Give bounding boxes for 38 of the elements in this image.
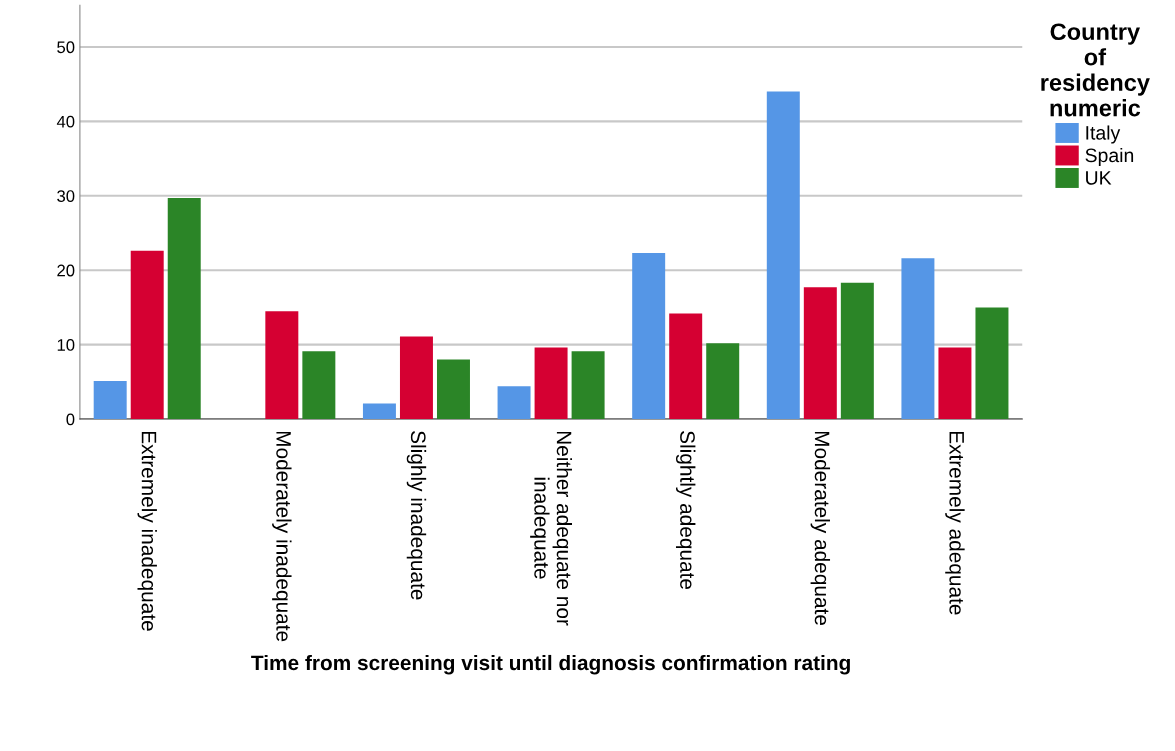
bar [803,287,837,420]
bar [975,307,1009,420]
bar [399,336,433,420]
legend-label: Spain [1085,147,1134,167]
y-tick-label: 30 [57,190,75,202]
bar [706,343,740,420]
x-tick-label: Moderately adequate [810,431,831,625]
bar [901,258,935,420]
y-tick-label: 20 [57,264,75,277]
bar [669,313,703,420]
x-tick-label: Neither adequate nor inadequate [530,431,573,626]
x-tick-label: Slightly adequate [675,431,696,590]
bar [766,91,800,420]
x-tick-label: Extremely inadequate [137,431,157,631]
x-tick-label: Slighly inadequate [406,431,427,600]
x-tick-label: Moderately inadequate [272,431,292,642]
bar [362,403,396,420]
bar [93,381,127,420]
y-tick-label: 0 [66,413,75,426]
bar [571,351,605,420]
x-axis-title: Time from screening visit until diagnosis confirmation rating [251,654,850,675]
bar [840,282,874,420]
y-tick-label: 40 [56,115,75,128]
bar [265,311,299,420]
bar [167,198,201,420]
bar [632,253,666,420]
bar [497,386,531,420]
y-tick-label: 50 [57,41,75,54]
bar [130,250,164,420]
legend-label: Italy [1086,125,1121,144]
bar [302,351,336,420]
bar [436,359,470,420]
y-tick-label: 10 [57,339,75,351]
legend-title: Country of residency numeric [1041,23,1150,117]
bar [938,347,972,420]
bar [534,347,568,420]
legend-label: UK [1086,171,1112,185]
x-tick-label: Extremely adequate [945,431,965,615]
